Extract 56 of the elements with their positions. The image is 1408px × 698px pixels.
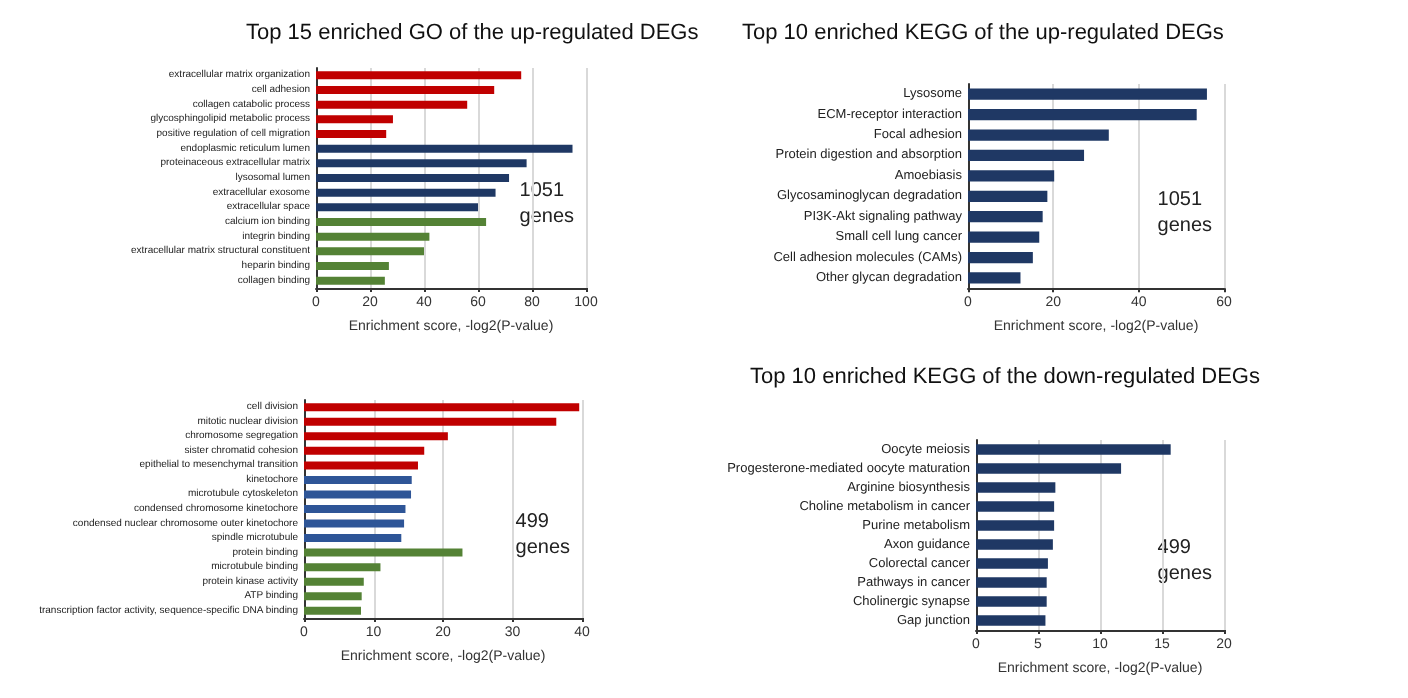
bar — [304, 403, 580, 412]
bar — [976, 615, 1046, 626]
bar — [316, 247, 424, 256]
bar — [316, 71, 522, 80]
bar — [976, 463, 1122, 474]
bar — [968, 190, 1048, 202]
bar — [976, 501, 1055, 512]
bar — [304, 563, 381, 572]
bar — [304, 548, 463, 557]
bar — [976, 577, 1047, 588]
bar — [316, 232, 430, 241]
bar — [968, 129, 1109, 141]
bar — [976, 444, 1171, 455]
annotation: 499 genes — [1157, 537, 1213, 585]
bar — [316, 100, 468, 109]
bar — [968, 170, 1055, 182]
bar — [304, 475, 412, 484]
annotation: 1051 genes — [1157, 189, 1213, 237]
bar — [316, 261, 389, 271]
bar — [976, 596, 1047, 607]
chart-title: Top 15 enriched GO of the up-regulated DEGs — [246, 21, 700, 45]
bar — [968, 251, 1033, 264]
chart-title: Top 10 enriched KEGG of the down-regulated DEGs — [750, 365, 1261, 389]
bar — [316, 173, 510, 183]
bar — [316, 188, 496, 197]
bar — [316, 129, 387, 139]
bar — [304, 432, 448, 441]
bar — [304, 461, 418, 470]
bar — [968, 272, 1021, 284]
bar — [968, 88, 1207, 100]
bar — [316, 115, 393, 124]
bar — [304, 417, 557, 426]
bar — [976, 520, 1055, 531]
bar — [968, 231, 1040, 243]
bar — [316, 144, 573, 153]
bar — [968, 211, 1043, 223]
bar — [976, 539, 1053, 550]
bar — [968, 149, 1085, 162]
annotation: 499 genes — [515, 511, 571, 559]
bar — [316, 203, 478, 212]
bar — [304, 505, 406, 513]
bar — [304, 519, 405, 528]
bar — [304, 577, 364, 586]
bar — [304, 490, 412, 499]
bar — [304, 592, 362, 601]
bar — [316, 217, 487, 227]
chart-title: Top 10 enriched KEGG of the up-regulated DEGs — [742, 21, 1225, 45]
bar — [316, 276, 385, 285]
bar — [316, 85, 495, 95]
bar — [304, 606, 361, 615]
bar — [304, 446, 425, 455]
bar — [976, 558, 1048, 569]
bar — [968, 109, 1197, 121]
bar — [304, 534, 402, 543]
bar — [976, 482, 1056, 493]
bar — [316, 159, 527, 168]
